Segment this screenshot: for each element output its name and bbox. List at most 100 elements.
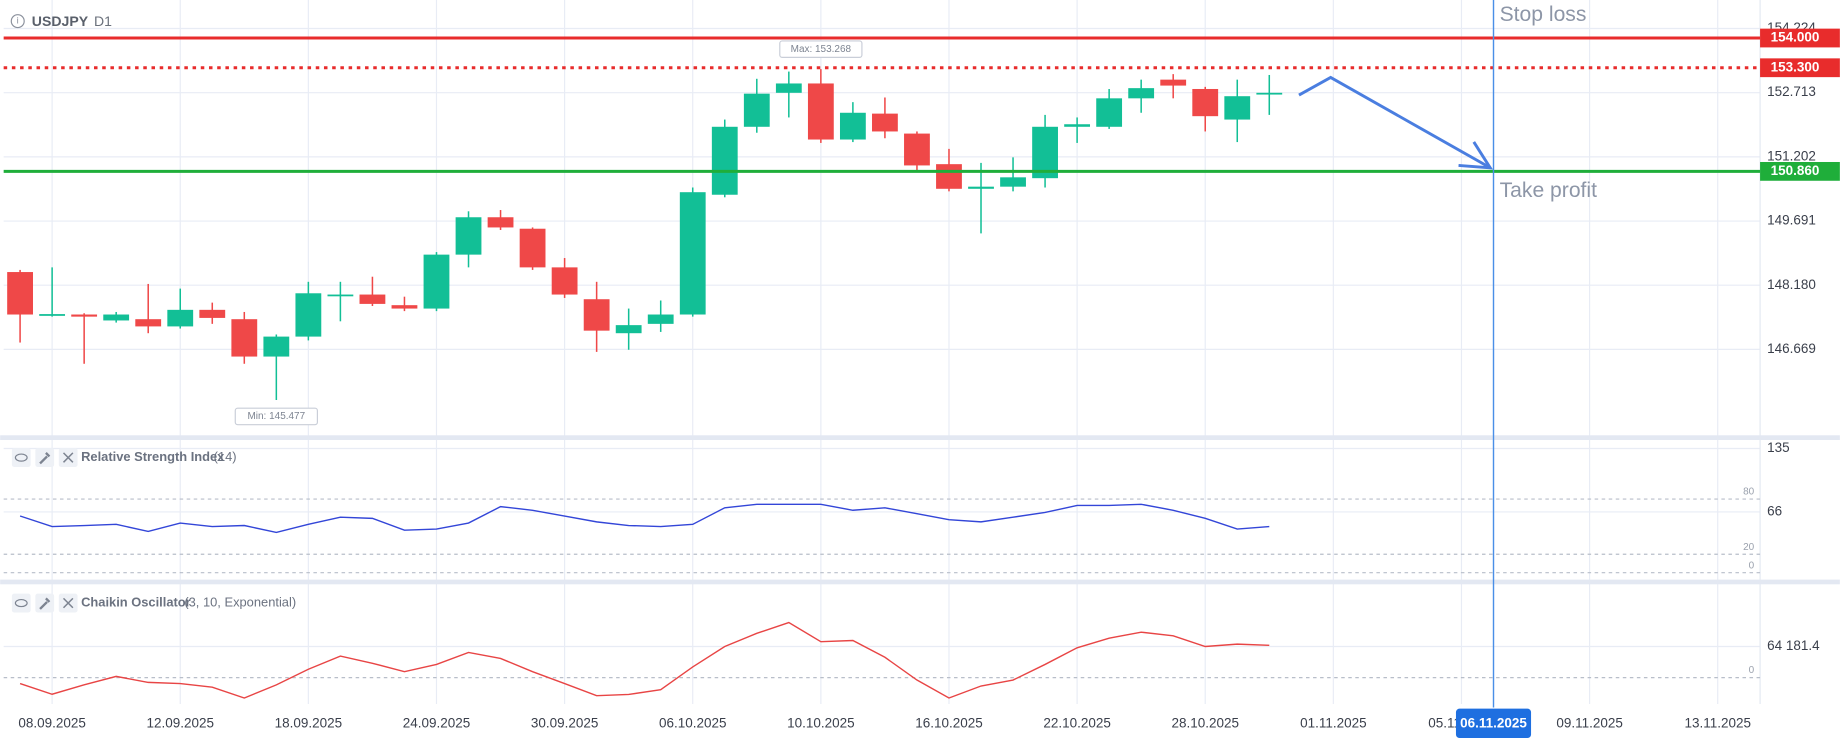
wrench-icon <box>39 597 51 610</box>
candle-body <box>7 272 33 315</box>
x-tick-label: 08.09.2025 <box>18 715 86 730</box>
candle-body <box>775 83 802 93</box>
take-profit-label: Take profit <box>1500 179 1598 202</box>
candle-body <box>1256 92 1283 95</box>
candle-body <box>647 314 674 324</box>
y-tick-label: 148.180 <box>1767 277 1816 292</box>
eye-icon <box>14 453 28 462</box>
info-icon-glyph: i <box>17 16 19 26</box>
indicator-params: (3, 10, Exponential) <box>184 594 296 609</box>
y-tick-label: 152.713 <box>1767 84 1816 99</box>
y-tick-label: 146.669 <box>1767 341 1816 356</box>
price-level-tag <box>1760 58 1840 78</box>
price-level-tag <box>1760 28 1840 48</box>
candle-body <box>39 314 66 316</box>
eye-icon <box>14 598 28 608</box>
candle-body <box>423 254 450 309</box>
close-icon <box>62 452 74 463</box>
candle-body <box>263 336 290 357</box>
candle-body <box>1160 79 1187 86</box>
candle-body <box>1192 88 1219 117</box>
close-icon <box>62 597 74 609</box>
candle-body <box>807 83 834 140</box>
candle-body <box>711 126 738 195</box>
x-tick-label: 30.09.2025 <box>531 715 599 730</box>
x-tick-label: 22.10.2025 <box>1043 715 1111 730</box>
indicator-line <box>19 621 1270 699</box>
x-tick-label: 12.09.2025 <box>146 715 214 730</box>
wrench-icon <box>39 452 51 465</box>
x-tick-label: 01.11.2025 <box>1300 715 1367 730</box>
min-label-box <box>234 407 318 426</box>
candle-body <box>103 314 130 321</box>
candle-body <box>135 319 162 327</box>
candle-body <box>1032 126 1058 179</box>
y-tick-label: 149.691 <box>1767 213 1816 228</box>
eye-button[interactable] <box>11 448 31 467</box>
info-icon[interactable] <box>10 14 25 29</box>
cursor-date-box <box>1455 708 1532 738</box>
x-tick-label: 10.10.2025 <box>787 715 855 730</box>
candle-body <box>679 192 706 315</box>
max-label-box <box>779 40 863 58</box>
candle-body <box>167 309 194 327</box>
candle-body <box>199 309 226 318</box>
x-tick-label: 13.11.2025 <box>1684 715 1751 730</box>
candle-body <box>1128 88 1155 99</box>
candle-body <box>551 267 578 295</box>
level-label: 20 <box>1743 542 1755 553</box>
candle-body <box>936 164 962 189</box>
candle-body <box>839 112 866 140</box>
trend-arrow <box>1298 75 1491 170</box>
arrow-head <box>1458 141 1494 170</box>
x-tick-label: 18.09.2025 <box>275 715 343 730</box>
candle-body <box>487 217 514 228</box>
x-tick-label: 16.10.2025 <box>915 715 982 730</box>
x-tick-label: 06.10.2025 <box>659 715 726 730</box>
candle-body <box>1224 96 1251 120</box>
candle-body <box>743 93 770 127</box>
candle-body <box>1064 124 1091 127</box>
panel-separator <box>0 435 1840 440</box>
candle-body <box>872 113 898 132</box>
candle-body <box>904 133 930 166</box>
indicator-params: (14) <box>214 449 237 464</box>
candle-body <box>327 294 354 297</box>
candle-body <box>1000 177 1026 187</box>
candle-body <box>295 293 322 337</box>
candle-body <box>968 186 994 189</box>
candle-body <box>1096 98 1123 127</box>
price-level-label: 154.000 <box>1771 30 1820 45</box>
candle-body <box>71 314 98 317</box>
indicator-title: Chaikin Oscillator <box>81 594 191 609</box>
candle-body <box>583 299 610 331</box>
level-label: 0 <box>1749 665 1755 676</box>
eye-button[interactable] <box>11 593 31 613</box>
chaikin-header: Chaikin Oscillator (3, 10, Exponential) <box>11 593 296 613</box>
level-label: 80 <box>1743 487 1755 498</box>
y-tick-label: 135 <box>1767 440 1790 455</box>
x-tick-label: 28.10.2025 <box>1171 715 1239 730</box>
stop-loss-label: Stop loss <box>1500 3 1587 26</box>
panel-separator <box>0 579 1840 585</box>
x-tick-label: 24.09.2025 <box>403 715 471 730</box>
y-tick-label: 64 181.4 <box>1767 638 1820 653</box>
y-tick-label: 151.202 <box>1767 148 1816 163</box>
price-level-label: 150.860 <box>1771 163 1820 178</box>
symbol: USDJPY <box>32 13 89 29</box>
rsi-header: Relative Strength Index (14) <box>11 448 237 467</box>
candle-body <box>391 305 418 309</box>
y-tick-label: 66 <box>1767 504 1782 519</box>
candle-body <box>359 294 386 304</box>
candle-body <box>519 228 546 268</box>
price-level-label: 153.300 <box>1771 59 1820 74</box>
candle-body <box>615 325 642 334</box>
candle-body <box>455 217 482 255</box>
indicator-line <box>19 503 1270 534</box>
min-label: Min: 145.477 <box>248 411 306 422</box>
level-label: 0 <box>1749 560 1755 571</box>
price-level-tag <box>1760 161 1840 181</box>
timeframe: D1 <box>94 13 112 29</box>
candle-body <box>231 319 258 357</box>
